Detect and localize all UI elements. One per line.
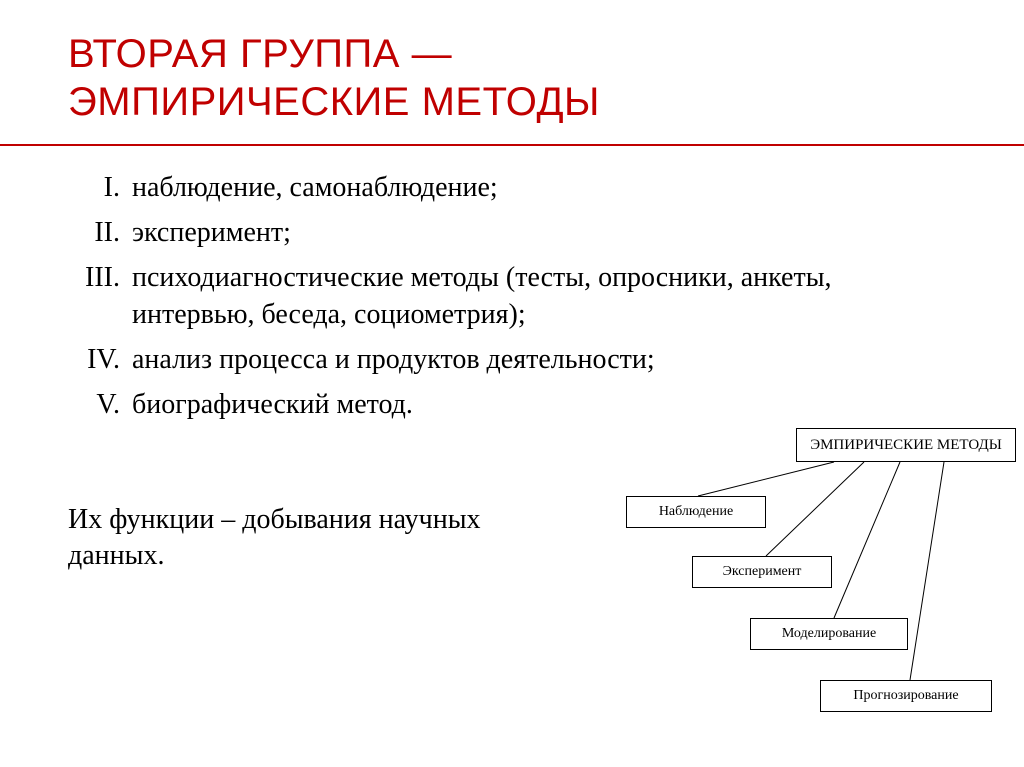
list-item: биографический метод. [68,387,956,424]
diagram-node-n2: Эксперимент [692,556,832,588]
diagram-node-n3: Моделирование [750,618,908,650]
title-line-2: ЭМПИРИЧЕСКИЕ МЕТОДЫ [68,80,600,124]
diagram-node-root: ЭМПИРИЧЕСКИЕ МЕТОДЫ [796,428,1016,462]
empirical-methods-diagram: ЭМПИРИЧЕСКИЕ МЕТОДЫ Наблюдение Эксперимент… [544,428,1024,728]
list-item: психодиагностические методы (тесты, опро… [68,260,956,334]
slide-content: наблюдение, самонаблюдение; эксперимент;… [0,146,1024,575]
diagram-node-n4: Прогнозирование [820,680,992,712]
list-item: наблюдение, самонаблюдение; [68,170,956,207]
slide-title: ВТОРАЯ ГРУППА — ЭМПИРИЧЕСКИЕ МЕТОДЫ [0,0,1024,146]
methods-list: наблюдение, самонаблюдение; эксперимент;… [68,170,956,424]
diagram-node-n1: Наблюдение [626,496,766,528]
footnote-text: Их функции – добывания научных данных. [68,502,548,575]
title-line-1: ВТОРАЯ ГРУППА — [68,32,452,76]
list-item: анализ процесса и продуктов деятельности… [68,342,956,379]
list-item: эксперимент; [68,215,956,252]
